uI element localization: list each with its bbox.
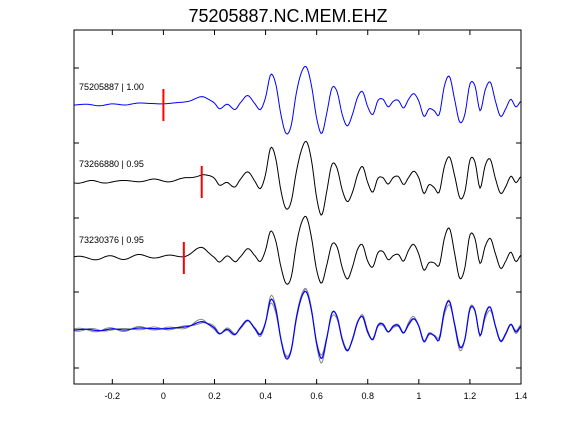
trace-line-0: [73, 65, 522, 135]
x-tick-label-3: 0.4: [259, 391, 272, 401]
plot-frame: [73, 29, 522, 385]
overlay-reference-trace: [73, 290, 522, 360]
trace-label-1: 73266880 | 0.95: [79, 159, 144, 169]
traces-layer: 75205887 | 1.00 73266880 | 0.95 73230376 |…: [73, 65, 522, 364]
chart-title: 75205887.NC.MEM.EHZ: [188, 6, 388, 26]
trace-line-2: [73, 215, 522, 285]
axes-layer: -0.2 0 0.2 0.4 0.6 0.8 1 1.2 1.4: [73, 29, 528, 401]
x-tick-label-4: 0.6: [310, 391, 323, 401]
x-tick-label-0: -0.2: [105, 391, 121, 401]
trace-label-0: 75205887 | 1.00: [79, 82, 144, 92]
x-tick-label-6: 1: [416, 391, 421, 401]
x-tick-label-7: 1.2: [464, 391, 477, 401]
x-tick-label-5: 0.8: [361, 391, 374, 401]
x-tick-label-8: 1.4: [515, 391, 528, 401]
trace-label-2: 73230376 | 0.95: [79, 235, 144, 245]
x-tick-label-1: 0: [161, 391, 166, 401]
x-tick-label-2: 0.2: [208, 391, 221, 401]
trace-line-1: [73, 140, 522, 216]
